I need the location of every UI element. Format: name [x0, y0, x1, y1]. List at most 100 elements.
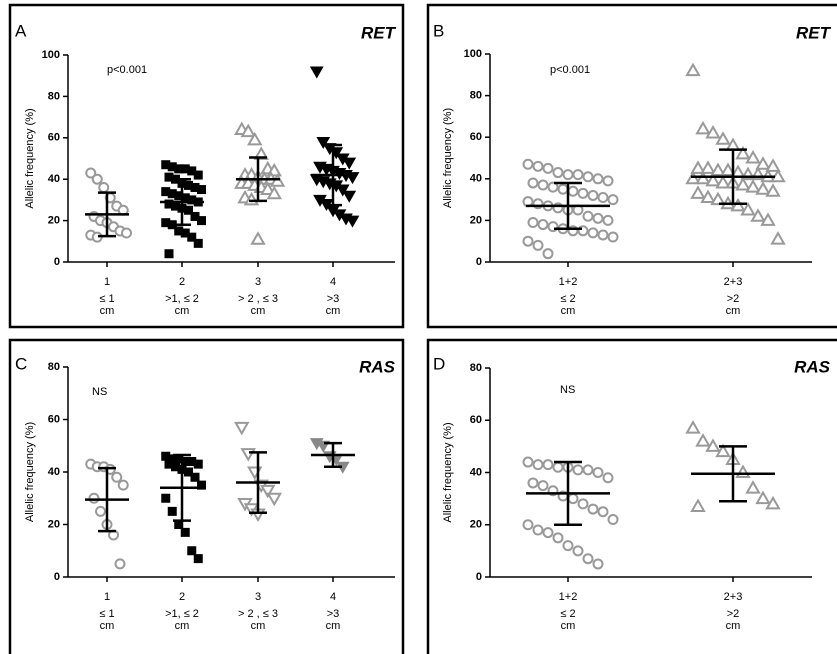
point	[745, 480, 761, 494]
point	[562, 540, 574, 552]
point	[532, 160, 544, 172]
point	[582, 464, 594, 476]
point	[730, 197, 746, 212]
point	[91, 173, 103, 185]
point	[745, 149, 761, 164]
point	[552, 167, 564, 179]
point	[552, 461, 564, 473]
point	[161, 493, 171, 503]
point	[522, 519, 534, 531]
point	[537, 219, 549, 231]
point	[770, 231, 786, 245]
x-tick-label: 2	[179, 591, 185, 603]
point	[755, 156, 771, 170]
point	[161, 451, 171, 461]
point	[247, 131, 263, 146]
size-label: cm	[326, 305, 341, 317]
point	[95, 505, 106, 517]
point	[587, 189, 599, 201]
point	[765, 495, 781, 510]
x-tick-label: 3	[255, 591, 261, 603]
point	[685, 62, 701, 77]
point	[542, 527, 554, 539]
point	[240, 123, 256, 138]
panel-border	[426, 338, 837, 654]
point	[180, 527, 190, 537]
size-label: cm	[251, 305, 266, 317]
point	[690, 498, 706, 512]
gene-label: RAS	[794, 357, 831, 376]
point	[720, 162, 736, 176]
annotation: NS	[92, 386, 107, 398]
panel-label: C	[15, 354, 27, 373]
point	[161, 187, 171, 197]
point	[735, 177, 751, 191]
point	[187, 195, 197, 205]
point	[577, 498, 589, 510]
point	[607, 514, 619, 526]
point	[121, 227, 132, 239]
point	[592, 212, 604, 224]
y-tick-label: 40	[48, 173, 60, 185]
point	[592, 173, 604, 185]
point	[164, 459, 174, 469]
point	[250, 231, 266, 245]
point	[309, 66, 324, 79]
point	[572, 464, 584, 476]
point	[705, 438, 721, 452]
point	[522, 158, 534, 170]
point	[161, 218, 171, 228]
point	[345, 215, 360, 228]
point	[690, 160, 706, 174]
y-tick-label: 100	[42, 49, 60, 61]
point	[197, 185, 206, 195]
point	[602, 214, 614, 226]
point	[197, 216, 206, 226]
size-label: >1, ≤ 2	[165, 293, 199, 305]
point	[193, 459, 203, 469]
y-tick-label: 80	[470, 362, 482, 374]
x-tick-label: 2	[179, 276, 185, 288]
panel-border	[8, 3, 405, 329]
point	[193, 554, 203, 564]
point	[597, 192, 609, 204]
point	[700, 189, 716, 204]
x-tick-label: 2+3	[724, 276, 743, 288]
point	[180, 193, 190, 203]
point	[161, 160, 171, 170]
y-tick-label: 60	[48, 132, 60, 144]
y-tick-label: 0	[54, 571, 60, 583]
y-axis-label: Allelic frequency (%)	[442, 108, 454, 208]
point	[695, 170, 711, 185]
point	[582, 171, 594, 183]
point	[572, 545, 584, 557]
point	[760, 212, 776, 226]
gene-label: RAS	[359, 357, 396, 376]
point	[527, 477, 539, 489]
point	[567, 185, 579, 197]
x-tick-label: 1	[104, 276, 110, 288]
gene-label: RET	[796, 23, 832, 42]
size-label: cm	[175, 305, 190, 317]
size-label: cm	[561, 305, 576, 317]
point	[342, 157, 357, 170]
x-tick-label: 1+2	[559, 591, 578, 603]
y-tick-label: 40	[470, 173, 482, 185]
size-label: >2	[727, 608, 740, 620]
point	[240, 448, 256, 462]
size-label: ≤ 2	[560, 608, 575, 620]
annotation: p<0.001	[107, 64, 147, 76]
y-tick-label: 40	[48, 466, 60, 478]
point	[342, 190, 357, 203]
point	[187, 232, 197, 242]
point	[592, 558, 604, 570]
point	[602, 472, 614, 484]
point	[190, 211, 200, 221]
point	[85, 167, 97, 179]
size-label: ≤ 1	[99, 293, 114, 305]
size-label: ≤ 1	[99, 608, 114, 620]
point	[700, 160, 716, 174]
size-label: >2	[727, 293, 740, 305]
point	[167, 220, 177, 230]
point	[527, 216, 539, 228]
